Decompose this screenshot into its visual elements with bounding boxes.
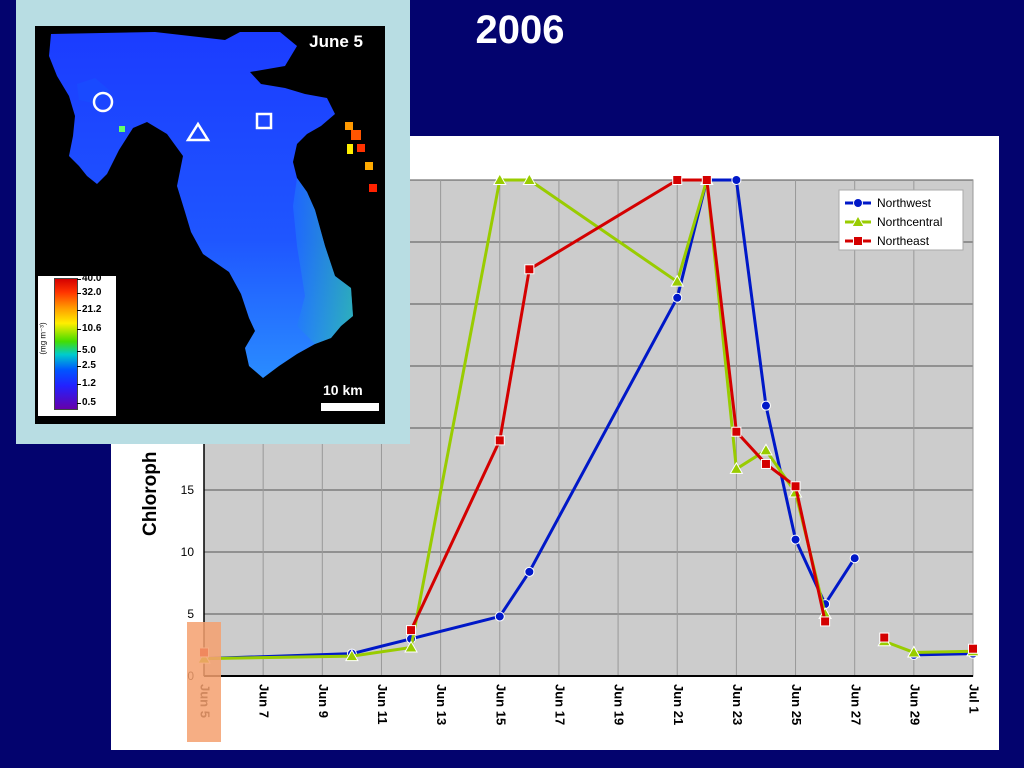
y-tick-label: 5 bbox=[187, 607, 194, 621]
colorbar-gradient bbox=[54, 278, 78, 410]
northwest-point bbox=[760, 400, 771, 411]
northwest-point bbox=[731, 175, 742, 185]
satellite-map-panel: June 5 10 km (mg m⁻³) 40.0 32.0 21.2 10.… bbox=[16, 0, 410, 444]
northwest-series-line bbox=[203, 178, 856, 661]
northeast-point bbox=[790, 481, 801, 492]
northwest-point bbox=[524, 566, 535, 577]
colorbar-tick: 40.0 bbox=[76, 273, 102, 284]
legend-northeast-point bbox=[853, 236, 863, 246]
x-tick-label: Jun 25 bbox=[789, 684, 804, 725]
northeast-point bbox=[701, 175, 712, 185]
northeast-point bbox=[731, 426, 742, 437]
slide-title: 2006 bbox=[475, 8, 565, 52]
x-tick-label: Jun 17 bbox=[552, 684, 567, 725]
northwest-station-marker bbox=[92, 91, 114, 113]
x-tick-label: Jun 15 bbox=[493, 684, 508, 725]
northeast-point bbox=[820, 616, 831, 627]
northeast-point bbox=[879, 632, 890, 643]
colorbar-tick: 10.6 bbox=[76, 323, 102, 334]
northcentral-station-marker bbox=[185, 121, 211, 142]
northcentral-point bbox=[345, 649, 359, 662]
northwest-point bbox=[790, 534, 801, 545]
y-tick-label: 10 bbox=[181, 545, 195, 559]
colorbar-tick: 0.5 bbox=[77, 397, 96, 408]
y-axis-label: Chloroph bbox=[140, 452, 161, 536]
x-tick-label: Jun 11 bbox=[375, 684, 390, 724]
scale-bar-label: 10 km bbox=[323, 382, 363, 398]
northeast-station-marker bbox=[255, 112, 273, 130]
legend-entry: Northwest bbox=[877, 196, 932, 210]
lake-shape bbox=[49, 32, 353, 378]
northcentral-point bbox=[729, 461, 744, 474]
x-tick-label: Jul 1 bbox=[967, 684, 982, 714]
x-tick-label: Jun 19 bbox=[612, 684, 627, 725]
y-tick-label: 15 bbox=[181, 483, 195, 497]
northwest-point bbox=[494, 611, 505, 622]
colorbar-tick: 2.5 bbox=[77, 360, 96, 371]
northeast-point bbox=[524, 264, 535, 275]
colorbar-unit-label: (mg m⁻³) bbox=[38, 322, 48, 355]
northwest-point bbox=[672, 292, 683, 303]
colorbar-legend: (mg m⁻³) 40.0 32.0 21.2 10.6 5.0 2.5 1.2… bbox=[38, 273, 116, 416]
legend-northcentral-point bbox=[851, 214, 865, 227]
colorbar-tick: 21.2 bbox=[76, 304, 102, 315]
northeast-point bbox=[494, 435, 505, 446]
map-date-label: June 5 bbox=[309, 32, 363, 51]
scale-bar bbox=[321, 403, 379, 411]
x-tick-label: Jun 23 bbox=[730, 684, 745, 725]
legend-entry: Northeast bbox=[877, 234, 930, 248]
legend-northwest-point bbox=[853, 198, 863, 208]
northwest-point bbox=[849, 553, 860, 564]
x-tick-label: Jun 7 bbox=[257, 684, 272, 718]
northwest-series-line bbox=[913, 652, 974, 657]
northeast-point bbox=[672, 175, 683, 185]
northeast-point bbox=[760, 458, 771, 469]
northeast-point bbox=[968, 643, 978, 654]
x-tick-label: Jun 9 bbox=[316, 684, 331, 718]
legend-entry: Northcentral bbox=[877, 215, 942, 229]
x-tick-label: Jun 27 bbox=[848, 684, 863, 725]
northcentral-point bbox=[522, 172, 537, 185]
x-tick-label: Jun 29 bbox=[907, 684, 922, 725]
lake-map-image bbox=[49, 32, 377, 378]
northcentral-point bbox=[404, 640, 418, 653]
x-tick-label: Jun 13 bbox=[434, 684, 449, 725]
chlorophyll-map: June 5 10 km (mg m⁻³) 40.0 32.0 21.2 10.… bbox=[35, 26, 385, 424]
northcentral-point bbox=[670, 274, 685, 287]
northcentral-point bbox=[759, 443, 773, 456]
x-tick-label: Jun 21 bbox=[671, 684, 686, 725]
colorbar-tick: 5.0 bbox=[77, 345, 96, 356]
northcentral-point bbox=[492, 172, 507, 185]
northeast-point bbox=[406, 625, 417, 636]
northcentral-point bbox=[906, 645, 921, 658]
colorbar-tick: 1.2 bbox=[77, 378, 96, 389]
colorbar-tick: 32.0 bbox=[76, 287, 102, 298]
highlighted-date-marker bbox=[187, 622, 221, 742]
